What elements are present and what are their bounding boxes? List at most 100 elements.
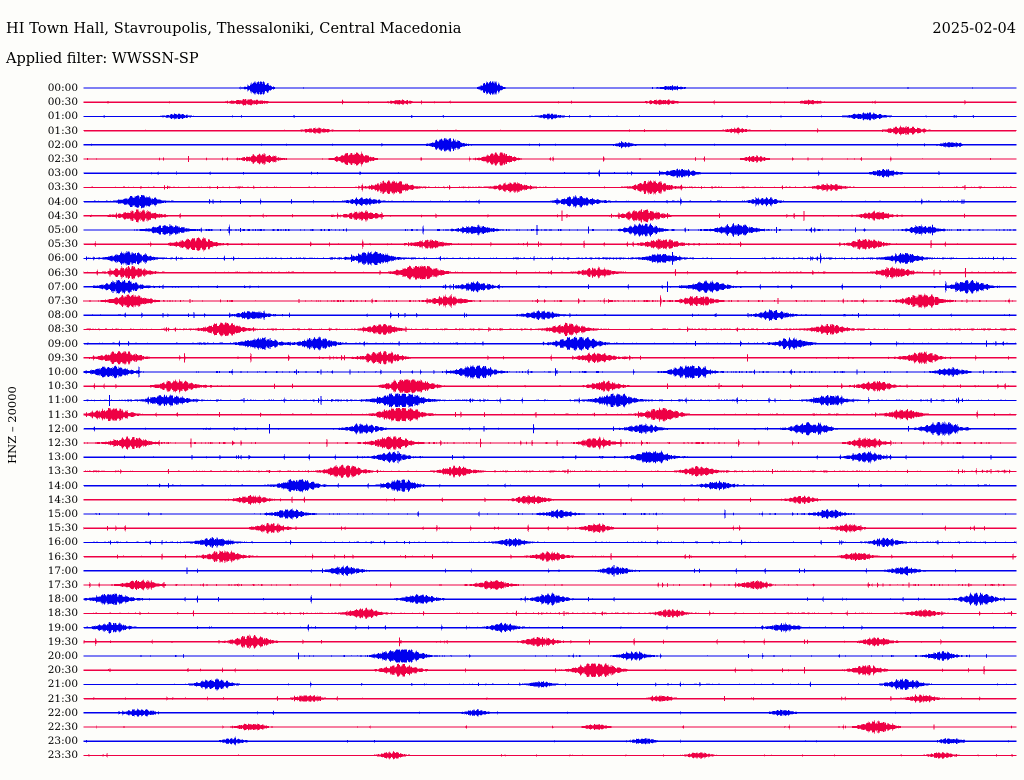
trace-baseline (84, 499, 1016, 501)
trace-baseline (84, 627, 1016, 629)
time-label: 20:00 (47, 650, 78, 662)
trace-baseline (84, 612, 1016, 615)
header-bar: HI Town Hall, Stavroupolis, Thessaloniki… (0, 0, 1024, 78)
trace-baseline (84, 570, 1016, 572)
trace-baseline (84, 272, 1016, 274)
time-label: 01:30 (47, 124, 78, 137)
trace-baseline (84, 229, 1016, 231)
station-title: HI Town Hall, Stavroupolis, Thessaloniki… (6, 21, 462, 37)
time-label: 15:00 (47, 508, 78, 520)
time-label: 14:30 (47, 493, 78, 506)
trace-baseline (84, 456, 1016, 458)
time-label: 19:00 (47, 621, 78, 634)
time-label: 10:30 (47, 380, 78, 393)
trace-baseline (84, 186, 1016, 189)
applied-filter-label: Applied filter: WWSSN-SP (6, 51, 199, 67)
time-label: 12:00 (47, 422, 78, 435)
time-label: 06:00 (47, 252, 78, 265)
time-label: 08:00 (47, 309, 78, 322)
time-label: 14:00 (47, 479, 78, 492)
time-label: 16:00 (47, 536, 78, 549)
time-label: 17:30 (47, 579, 78, 591)
trace-canvas (83, 80, 1017, 760)
time-label: 05:30 (47, 238, 78, 251)
time-label: 06:30 (47, 266, 78, 279)
trace-baseline (84, 144, 1016, 146)
time-label: 09:00 (47, 337, 78, 350)
time-label: 11:00 (47, 394, 78, 407)
trace-baseline (84, 399, 1016, 402)
trace-baseline (84, 428, 1016, 430)
time-label: 08:30 (47, 323, 78, 336)
trace-baseline (84, 243, 1016, 245)
trace-baseline (84, 201, 1016, 203)
trace-baseline (84, 87, 1016, 89)
time-label: 04:30 (47, 209, 78, 222)
trace-baseline (84, 584, 1016, 586)
trace-baseline (84, 598, 1016, 600)
trace-baseline (84, 257, 1016, 260)
time-label: 02:30 (47, 153, 78, 165)
time-label: 23:30 (47, 749, 78, 762)
time-label: 11:30 (47, 408, 78, 421)
trace-baseline (84, 215, 1016, 217)
time-label: 18:00 (47, 593, 78, 606)
time-label: 17:00 (47, 564, 78, 577)
trace-baseline (84, 485, 1016, 487)
trace-baseline (84, 683, 1016, 686)
trace-baseline (84, 669, 1016, 671)
trace-baseline (84, 158, 1016, 160)
record-date: 2025-02-04 (932, 21, 1016, 37)
trace-baseline (84, 314, 1016, 316)
trace-baseline (84, 328, 1016, 331)
time-label: 02:00 (47, 138, 78, 151)
time-label: 07:00 (47, 280, 78, 293)
time-label: 21:30 (47, 692, 78, 705)
time-label: 04:00 (47, 195, 78, 208)
time-label: 22:30 (47, 721, 78, 733)
time-label: 03:00 (47, 167, 78, 180)
trace-baseline (84, 527, 1016, 529)
time-label: 13:00 (47, 451, 78, 464)
trace-baseline (84, 754, 1016, 757)
time-label: 20:30 (47, 664, 78, 677)
trace-baseline (84, 556, 1016, 558)
trace-baseline (84, 655, 1016, 657)
time-label: 10:00 (47, 366, 78, 378)
trace-baseline (84, 541, 1016, 544)
time-label: 18:30 (47, 607, 78, 620)
trace-baseline (84, 130, 1016, 132)
time-label: 22:00 (47, 706, 78, 719)
time-label: 03:30 (47, 181, 78, 194)
time-label: 00:30 (47, 96, 78, 109)
time-label: 13:30 (47, 465, 78, 478)
time-label: 01:00 (47, 110, 78, 123)
trace-baseline (84, 470, 1016, 473)
time-label: 16:30 (47, 550, 78, 563)
time-label: 00:00 (47, 82, 78, 94)
trace-baseline (84, 726, 1016, 728)
trace-baseline (84, 641, 1016, 643)
trace-baseline (84, 740, 1016, 742)
trace-baseline (84, 371, 1016, 373)
trace-baseline (84, 101, 1016, 103)
trace-baseline (84, 300, 1016, 302)
trace-baseline (84, 115, 1016, 118)
time-label: 21:00 (47, 678, 78, 691)
time-label: 05:00 (47, 224, 78, 236)
trace-baseline (84, 414, 1016, 416)
trace-baseline (84, 712, 1016, 714)
time-label: 15:30 (47, 522, 78, 535)
time-axis-labels: 00:00 00:30 01:00 01:30 02:00 02:30 03:00 03:30… (28, 78, 78, 780)
trace-baseline (84, 343, 1016, 345)
seismogram-plot (0, 78, 1024, 780)
trace-baseline (84, 698, 1016, 700)
trace-baseline (84, 172, 1016, 174)
time-label: 09:30 (47, 351, 78, 364)
trace-baseline (84, 286, 1016, 288)
time-label: 19:30 (47, 635, 78, 648)
time-label: 23:00 (47, 735, 78, 748)
trace-baseline (84, 442, 1016, 444)
time-label: 07:30 (47, 295, 78, 307)
trace-baseline (84, 357, 1016, 359)
